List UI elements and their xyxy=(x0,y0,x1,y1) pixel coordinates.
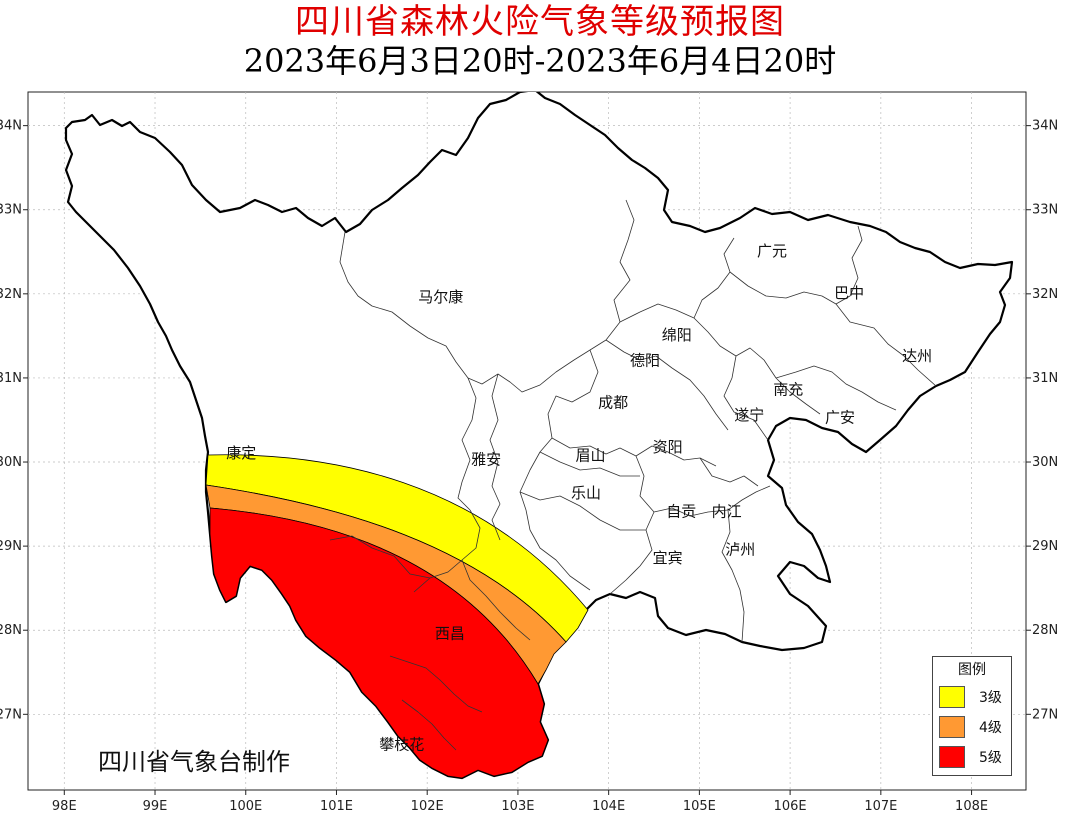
tick-label-lon: 104E xyxy=(592,799,625,814)
tick-label-lon: 107E xyxy=(864,799,897,814)
axis-ticks: 98E 99E 100E 101E 102E 103E 104E 105E 106E 107E 10… xyxy=(0,119,1058,814)
legend-label-level-4: 4级 xyxy=(979,720,1002,736)
tick-label-lat-right: 29N xyxy=(1032,539,1058,554)
tick-label-lat-left: 27N xyxy=(0,707,22,722)
legend-swatch-level-5 xyxy=(939,746,965,768)
tick-label-lat-right: 33N xyxy=(1032,203,1058,218)
tick-label-lat-right: 27N xyxy=(1032,707,1058,722)
city-label: 遂宁 xyxy=(734,406,764,424)
tick-label-lat-left: 32N xyxy=(0,287,22,302)
prefecture-boundaries xyxy=(329,199,937,751)
tick-label-lat-left: 30N xyxy=(0,455,22,470)
city-label: 广安 xyxy=(825,408,855,426)
city-label: 泸州 xyxy=(725,541,755,559)
city-label: 资阳 xyxy=(653,438,683,456)
credit-text: 四川省气象台制作 xyxy=(98,748,290,776)
legend-item-level-5: 5级 xyxy=(939,745,1011,769)
city-label: 雅安 xyxy=(471,451,501,469)
tick-label-lat-right: 34N xyxy=(1032,119,1058,134)
tick-label-lon: 105E xyxy=(683,799,716,814)
city-label: 广元 xyxy=(757,242,787,260)
city-label: 康定 xyxy=(226,444,256,462)
tick-label-lon: 100E xyxy=(229,799,262,814)
legend-item-level-4: 4级 xyxy=(939,715,1011,739)
city-label: 攀枝花 xyxy=(379,736,424,754)
tick-label-lon: 99E xyxy=(143,799,168,814)
city-label: 马尔康 xyxy=(418,288,463,306)
city-label: 宜宾 xyxy=(653,549,683,567)
tick-label-lat-left: 34N xyxy=(0,119,22,134)
tick-label-lon: 98E xyxy=(52,799,77,814)
map-subtitle: 2023年6月3日20时-2023年6月4日20时 xyxy=(243,42,837,80)
tick-label-lat-right: 30N xyxy=(1032,455,1058,470)
tick-label-lat-left: 33N xyxy=(0,203,22,218)
city-label: 自贡 xyxy=(666,503,696,521)
city-label: 内江 xyxy=(712,503,742,521)
tick-label-lat-right: 31N xyxy=(1032,371,1058,386)
tick-label-lon: 103E xyxy=(501,799,534,814)
legend: 图例 3级 4级 5级 xyxy=(932,656,1012,776)
risk-level-5-area xyxy=(209,507,549,779)
legend-swatch-level-3 xyxy=(939,686,965,708)
tick-label-lat-left: 31N xyxy=(0,371,22,386)
map-title: 四川省森林火险气象等级预报图 xyxy=(295,2,785,42)
city-label: 眉山 xyxy=(576,446,606,464)
legend-label-level-5: 5级 xyxy=(979,750,1002,766)
tick-label-lon: 106E xyxy=(774,799,807,814)
tick-label-lon: 102E xyxy=(411,799,444,814)
legend-title: 图例 xyxy=(958,662,986,678)
city-label: 成都 xyxy=(598,393,628,411)
tick-label-lat-right: 28N xyxy=(1032,623,1058,638)
city-label: 西昌 xyxy=(435,625,465,643)
city-label: 德阳 xyxy=(630,351,660,369)
city-label: 南充 xyxy=(773,381,803,399)
tick-label-lat-left: 29N xyxy=(0,539,22,554)
city-label: 乐山 xyxy=(571,484,601,502)
legend-item-level-3: 3级 xyxy=(939,685,1011,709)
tick-label-lon: 108E xyxy=(955,799,988,814)
legend-label-level-3: 3级 xyxy=(979,690,1002,706)
tick-label-lat-right: 32N xyxy=(1032,287,1058,302)
tick-label-lat-left: 28N xyxy=(0,623,22,638)
legend-swatch-level-4 xyxy=(939,716,965,738)
city-label: 巴中 xyxy=(834,284,864,302)
city-label: 达州 xyxy=(902,347,932,365)
city-label: 绵阳 xyxy=(662,326,692,344)
tick-label-lon: 101E xyxy=(320,799,353,814)
